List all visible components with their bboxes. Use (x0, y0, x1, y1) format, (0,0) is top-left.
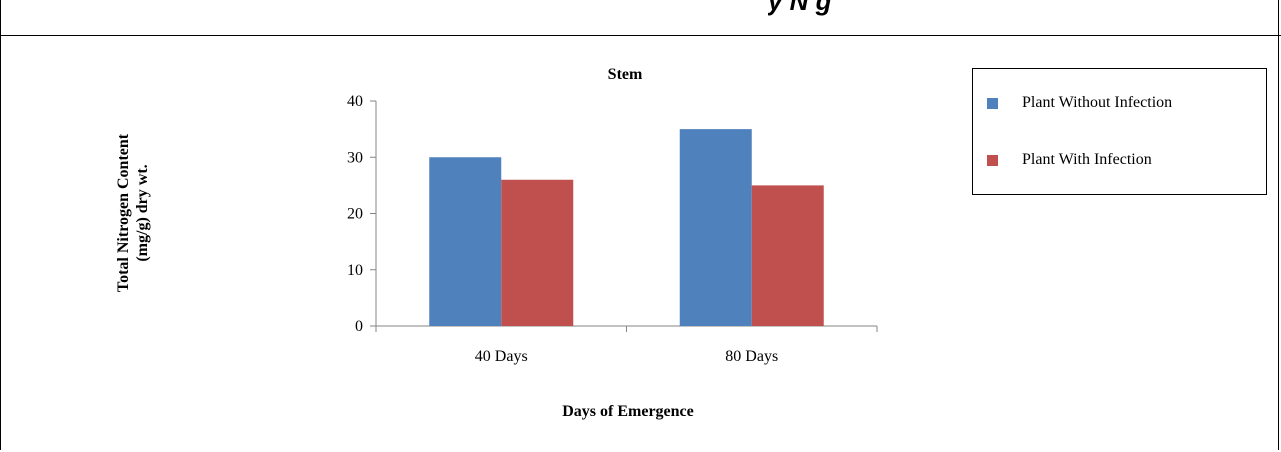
bar-without-infection-2 (679, 129, 752, 326)
legend-item-without-infection: Plant Without Infection (987, 91, 1172, 115)
legend-label-with-infection: Plant With Infection (1022, 151, 1152, 168)
legend: Plant Without Infection Plant With Infec… (972, 68, 1267, 195)
y-tick-label: 40 (347, 93, 363, 110)
legend-swatch-without-infection (987, 97, 998, 109)
x-axis-title: Days of Emergence (562, 403, 694, 420)
legend-label-without-infection: Plant Without Infection (1022, 94, 1173, 111)
header-divider (0, 35, 1281, 36)
plot-area: 0 10 20 30 40 40 Days 80 Days (347, 93, 878, 365)
bar-with-infection-2 (751, 185, 824, 326)
y-axis-title-line1: Total Nitrogen Content (115, 133, 132, 292)
bar-with-infection-1 (501, 179, 574, 326)
chart-title: Stem (608, 66, 643, 83)
bar-without-infection-1 (429, 157, 502, 326)
y-tick-label: 30 (347, 149, 363, 166)
y-axis-title-line2: (mg/g) dry wt. (134, 164, 151, 261)
x-tick-label: 80 Days (725, 348, 778, 365)
y-tick-label: 10 (347, 262, 363, 279)
legend-item-with-infection: Plant With Infection (987, 148, 1152, 172)
y-tick-label: 20 (347, 206, 363, 223)
x-tick-label: 40 Days (475, 348, 528, 365)
cropped-header-text: y N g (768, 0, 832, 16)
y-tick-label: 0 (355, 318, 363, 335)
legend-swatch-with-infection (987, 154, 998, 166)
